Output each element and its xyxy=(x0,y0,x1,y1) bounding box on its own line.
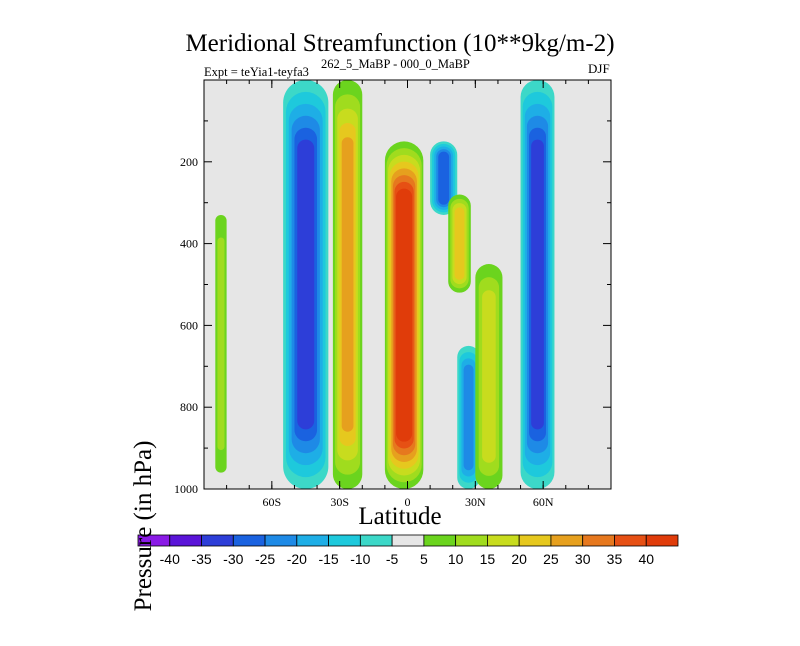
contour-northern-negative-upper xyxy=(430,141,458,215)
colorbar-label: 40 xyxy=(638,551,654,567)
contour-hadley-cell-main xyxy=(384,141,424,489)
y-tick-label: 600 xyxy=(180,318,198,332)
colorbar-swatch xyxy=(232,534,266,547)
contour-level xyxy=(531,139,544,430)
x-tick-label: 30N xyxy=(465,495,486,509)
x-tick-label: 0 xyxy=(405,495,411,509)
contour-level xyxy=(397,195,411,435)
contour-level xyxy=(341,137,354,432)
colorbar-swatch xyxy=(359,534,393,547)
contour-northern-negative-lower xyxy=(457,345,480,489)
contour-fill-layer xyxy=(215,80,555,489)
colorbar-label: 35 xyxy=(607,551,623,567)
colorbar-label: -20 xyxy=(287,551,307,567)
contour-southern-positive-band xyxy=(332,80,363,489)
contour-level xyxy=(438,151,450,205)
axis-ticks: 60S 30S 0 30N 60N 200 400 600 800 1000 xyxy=(174,80,611,509)
season-label: DJF xyxy=(588,61,610,76)
colorbar-label: -25 xyxy=(255,551,275,567)
contour-level xyxy=(463,364,474,471)
chart-title: Meridional Streamfunction (10**9kg/m-2) xyxy=(185,30,615,57)
contour-level xyxy=(297,139,315,430)
y-tick-label: 200 xyxy=(180,155,198,169)
colorbar-swatch xyxy=(201,534,234,547)
experiment-label: Expt = teYia1-teyfa3 xyxy=(204,65,309,79)
x-tick-label: 60N xyxy=(533,495,554,509)
contour-level xyxy=(454,207,465,280)
colorbar-swatch xyxy=(614,534,647,547)
contour-southern-jet-positive xyxy=(215,214,227,473)
x-axis-label: Latitude xyxy=(358,503,442,530)
colorbar-label: -10 xyxy=(350,551,370,567)
colorbar-label: -15 xyxy=(318,551,338,567)
colorbar-swatch xyxy=(487,534,520,547)
colorbar-swatch xyxy=(550,534,584,547)
colorbar-label: 5 xyxy=(420,551,428,567)
experiment-period-label: 262_5_MaBP - 000_0_MaBP xyxy=(321,57,470,71)
y-axis-label: Pressure (in hPa) xyxy=(130,440,157,612)
colorbar-label: -35 xyxy=(191,551,211,567)
colorbar: -40 -35 -30 -25 -20 -15 -10 -5 5 10 15 20 25 30 35 40 xyxy=(137,534,679,567)
colorbar-swatch xyxy=(169,534,202,547)
y-tick-label: 1000 xyxy=(174,482,198,496)
contour-level xyxy=(482,290,496,463)
colorbar-label: -30 xyxy=(223,551,243,567)
colorbar-swatch xyxy=(423,534,457,547)
colorbar-swatch xyxy=(645,534,679,547)
colorbar-swatch xyxy=(582,534,615,547)
colorbar-label: 15 xyxy=(480,551,496,567)
y-tick-label: 400 xyxy=(180,237,198,251)
colorbar-swatch xyxy=(518,534,552,547)
colorbar-label: 20 xyxy=(511,551,527,567)
colorbar-swatch xyxy=(455,534,488,547)
contour-northern-positive-mid xyxy=(448,194,471,293)
contour-northern-positive-lower xyxy=(475,264,503,489)
colorbar-swatch xyxy=(328,534,361,547)
x-tick-label: 30S xyxy=(330,495,349,509)
contour-northern-negative-cell xyxy=(520,80,555,489)
colorbar-swatch xyxy=(391,534,425,547)
colorbar-label: -5 xyxy=(386,551,399,567)
contour-level xyxy=(217,237,225,451)
x-tick-label: 60S xyxy=(262,495,281,509)
colorbar-label: -40 xyxy=(160,551,180,567)
colorbar-swatch xyxy=(264,534,298,547)
colorbar-label: 30 xyxy=(575,551,591,567)
colorbar-label: 25 xyxy=(543,551,559,567)
y-tick-label: 800 xyxy=(180,400,198,414)
colorbar-label: 10 xyxy=(448,551,464,567)
contour-southern-negative-cell xyxy=(283,80,329,489)
colorbar-swatch xyxy=(296,534,329,547)
